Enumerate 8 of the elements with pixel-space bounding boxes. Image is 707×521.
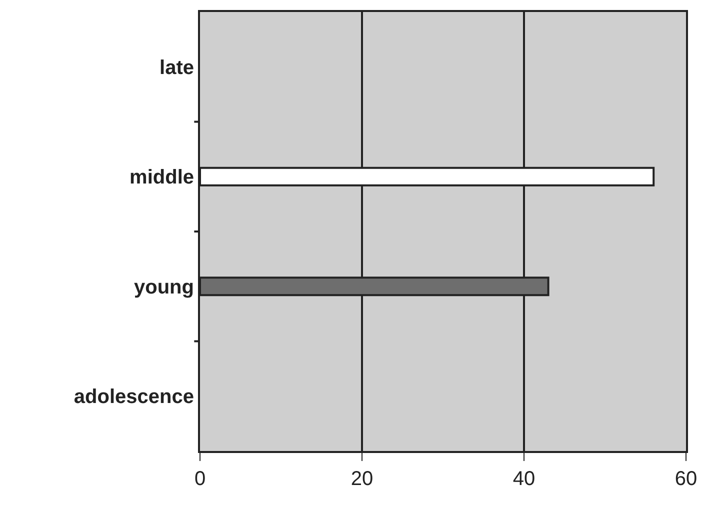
x-tick-label: 20 <box>350 468 374 490</box>
y-tick-label: middle <box>130 166 194 189</box>
y-tick-label: young <box>134 276 194 298</box>
y-tick-label: adolescence <box>74 386 194 408</box>
x-tick-label: 0 <box>194 468 206 490</box>
x-tick-label: 60 <box>674 468 698 490</box>
y-tick-label: late <box>160 56 194 79</box>
x-tick-label: 40 <box>512 468 536 490</box>
